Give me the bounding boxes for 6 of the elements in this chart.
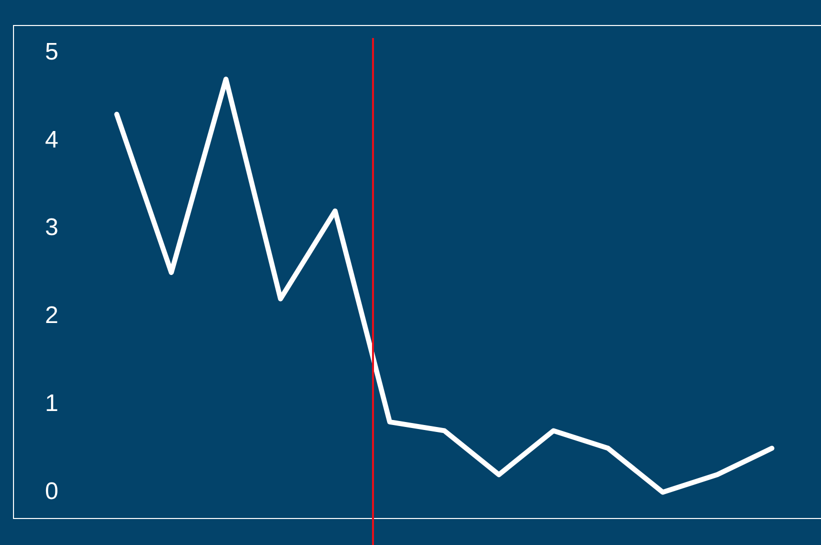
- y-tick-label: 2: [44, 302, 58, 330]
- y-tick-label: 3: [44, 214, 58, 242]
- y-tick-label: 5: [44, 38, 58, 66]
- y-tick-label: 1: [44, 390, 58, 417]
- y-tick-label: 4: [44, 126, 58, 154]
- y-tick-label: 0: [44, 478, 58, 505]
